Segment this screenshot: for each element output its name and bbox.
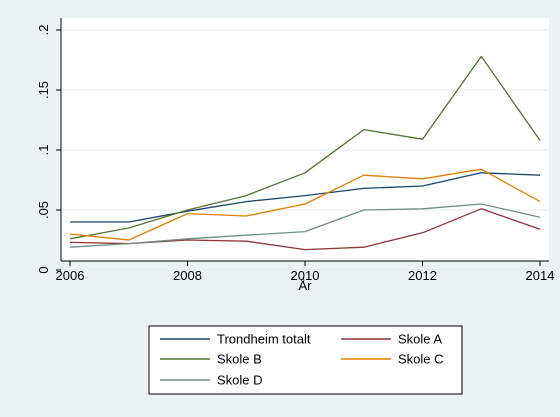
x-tick-label: 2012 xyxy=(408,268,437,283)
series-line-skole-c xyxy=(69,168,541,241)
y-tick-label: .15 xyxy=(36,81,51,99)
x-tick-label: 2014 xyxy=(526,268,555,283)
legend-box xyxy=(148,325,463,395)
x-axis: 2006 2008 2010 2012 2014 xyxy=(56,261,555,283)
x-axis-label: År xyxy=(299,278,313,293)
grid-lines xyxy=(61,29,549,271)
x-tick-label: 2010 xyxy=(291,268,320,283)
x-tick-label: 2008 xyxy=(173,268,202,283)
legend-label-skole-a: Skole A xyxy=(398,332,442,347)
y-axis: 0 .05 .1 .15 .2 xyxy=(36,25,61,274)
plot-area xyxy=(61,18,549,261)
legend: Trondheim totalt Skole A Skole B Skole C Sko… xyxy=(148,325,463,395)
legend-label-trondheim-totalt: Trondheim totalt xyxy=(217,332,311,347)
x-tick-label: 2006 xyxy=(56,268,85,283)
series-line-trondheim-totalt xyxy=(70,172,541,223)
y-tick-label: .1 xyxy=(36,145,51,156)
legend-label-skole-b: Skole B xyxy=(217,352,262,367)
series-line-skole-b xyxy=(69,55,541,240)
y-tick-label: .2 xyxy=(36,25,51,36)
series-line-skole-d xyxy=(69,203,541,248)
series-lines xyxy=(69,55,541,251)
legend-label-skole-d: Skole D xyxy=(217,373,263,388)
legend-label-skole-c: Skole C xyxy=(398,352,444,367)
y-tick-label: 0 xyxy=(36,266,51,273)
y-tick-label: .05 xyxy=(36,201,51,219)
